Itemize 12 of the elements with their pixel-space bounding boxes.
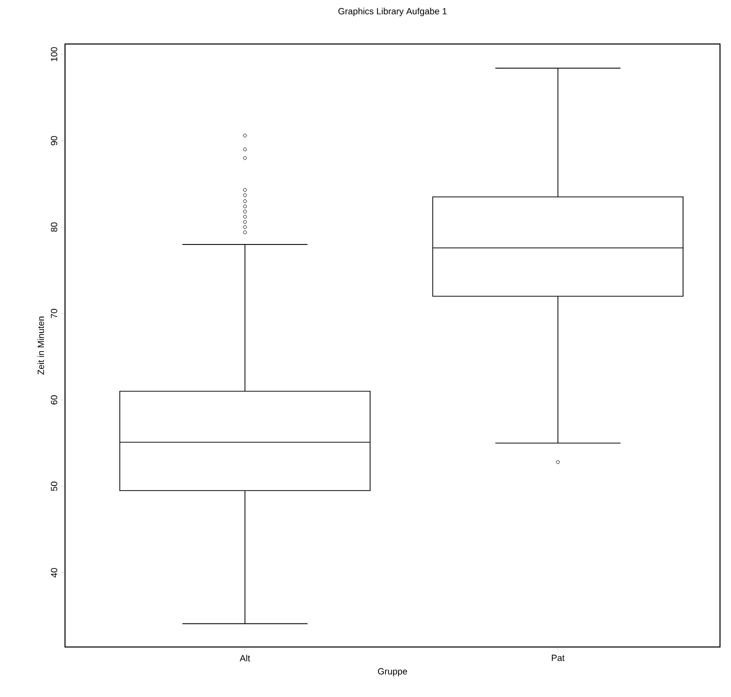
x-tick-label: Alt: [240, 654, 250, 662]
chart-title: Graphics Library Aufgabe 1: [338, 8, 447, 16]
y-tick-label: 50: [50, 482, 58, 491]
y-tick-label: 90: [50, 136, 58, 146]
x-axis-title: Gruppe: [378, 668, 408, 676]
y-tick-label: 80: [50, 222, 58, 232]
y-tick-label: 70: [50, 308, 58, 318]
y-tick-label: 100: [50, 47, 58, 62]
y-axis-title: Zeit in Minuten: [37, 316, 44, 375]
y-tick-label: 60: [50, 395, 58, 404]
y-tick-label: 40: [50, 568, 58, 578]
x-tick-label: Pat: [552, 654, 565, 662]
